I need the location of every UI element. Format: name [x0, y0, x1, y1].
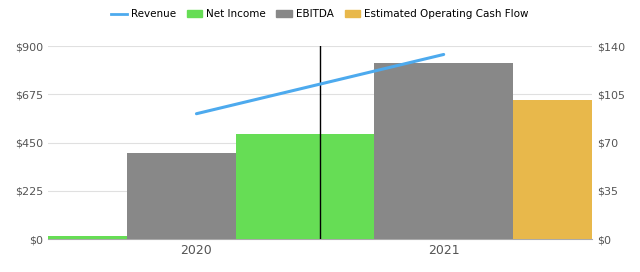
Bar: [266, 188, 404, 239]
Bar: [0, 236, 127, 239]
Bar: [374, 63, 513, 239]
Bar: [127, 153, 266, 239]
Bar: [236, 134, 374, 239]
Legend: Revenue, Net Income, EBITDA, Estimated Operating Cash Flow: Revenue, Net Income, EBITDA, Estimated O…: [107, 5, 533, 24]
Bar: [513, 100, 640, 239]
